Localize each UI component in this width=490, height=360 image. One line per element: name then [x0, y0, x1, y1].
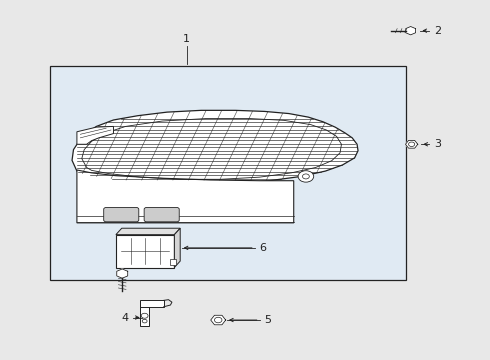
Polygon shape	[77, 170, 294, 223]
Circle shape	[142, 319, 147, 323]
Text: 1: 1	[183, 33, 190, 44]
FancyBboxPatch shape	[104, 207, 139, 222]
Polygon shape	[77, 126, 114, 144]
Circle shape	[298, 171, 314, 182]
Polygon shape	[174, 228, 180, 267]
Circle shape	[215, 317, 222, 323]
Polygon shape	[406, 27, 416, 35]
Polygon shape	[406, 140, 418, 148]
Circle shape	[302, 174, 309, 179]
Text: 4: 4	[121, 312, 128, 323]
Text: 3: 3	[434, 139, 441, 149]
Bar	[171, 259, 176, 265]
Polygon shape	[211, 315, 226, 325]
Bar	[50, 66, 406, 280]
Polygon shape	[72, 111, 358, 184]
FancyBboxPatch shape	[144, 207, 179, 222]
Text: 6: 6	[260, 243, 267, 253]
Bar	[140, 300, 164, 307]
Bar	[116, 235, 174, 267]
Circle shape	[409, 142, 415, 147]
Polygon shape	[117, 269, 128, 278]
Polygon shape	[116, 228, 180, 235]
Circle shape	[141, 313, 148, 318]
Bar	[140, 301, 149, 327]
Text: 2: 2	[434, 26, 441, 36]
Text: 5: 5	[265, 315, 271, 325]
